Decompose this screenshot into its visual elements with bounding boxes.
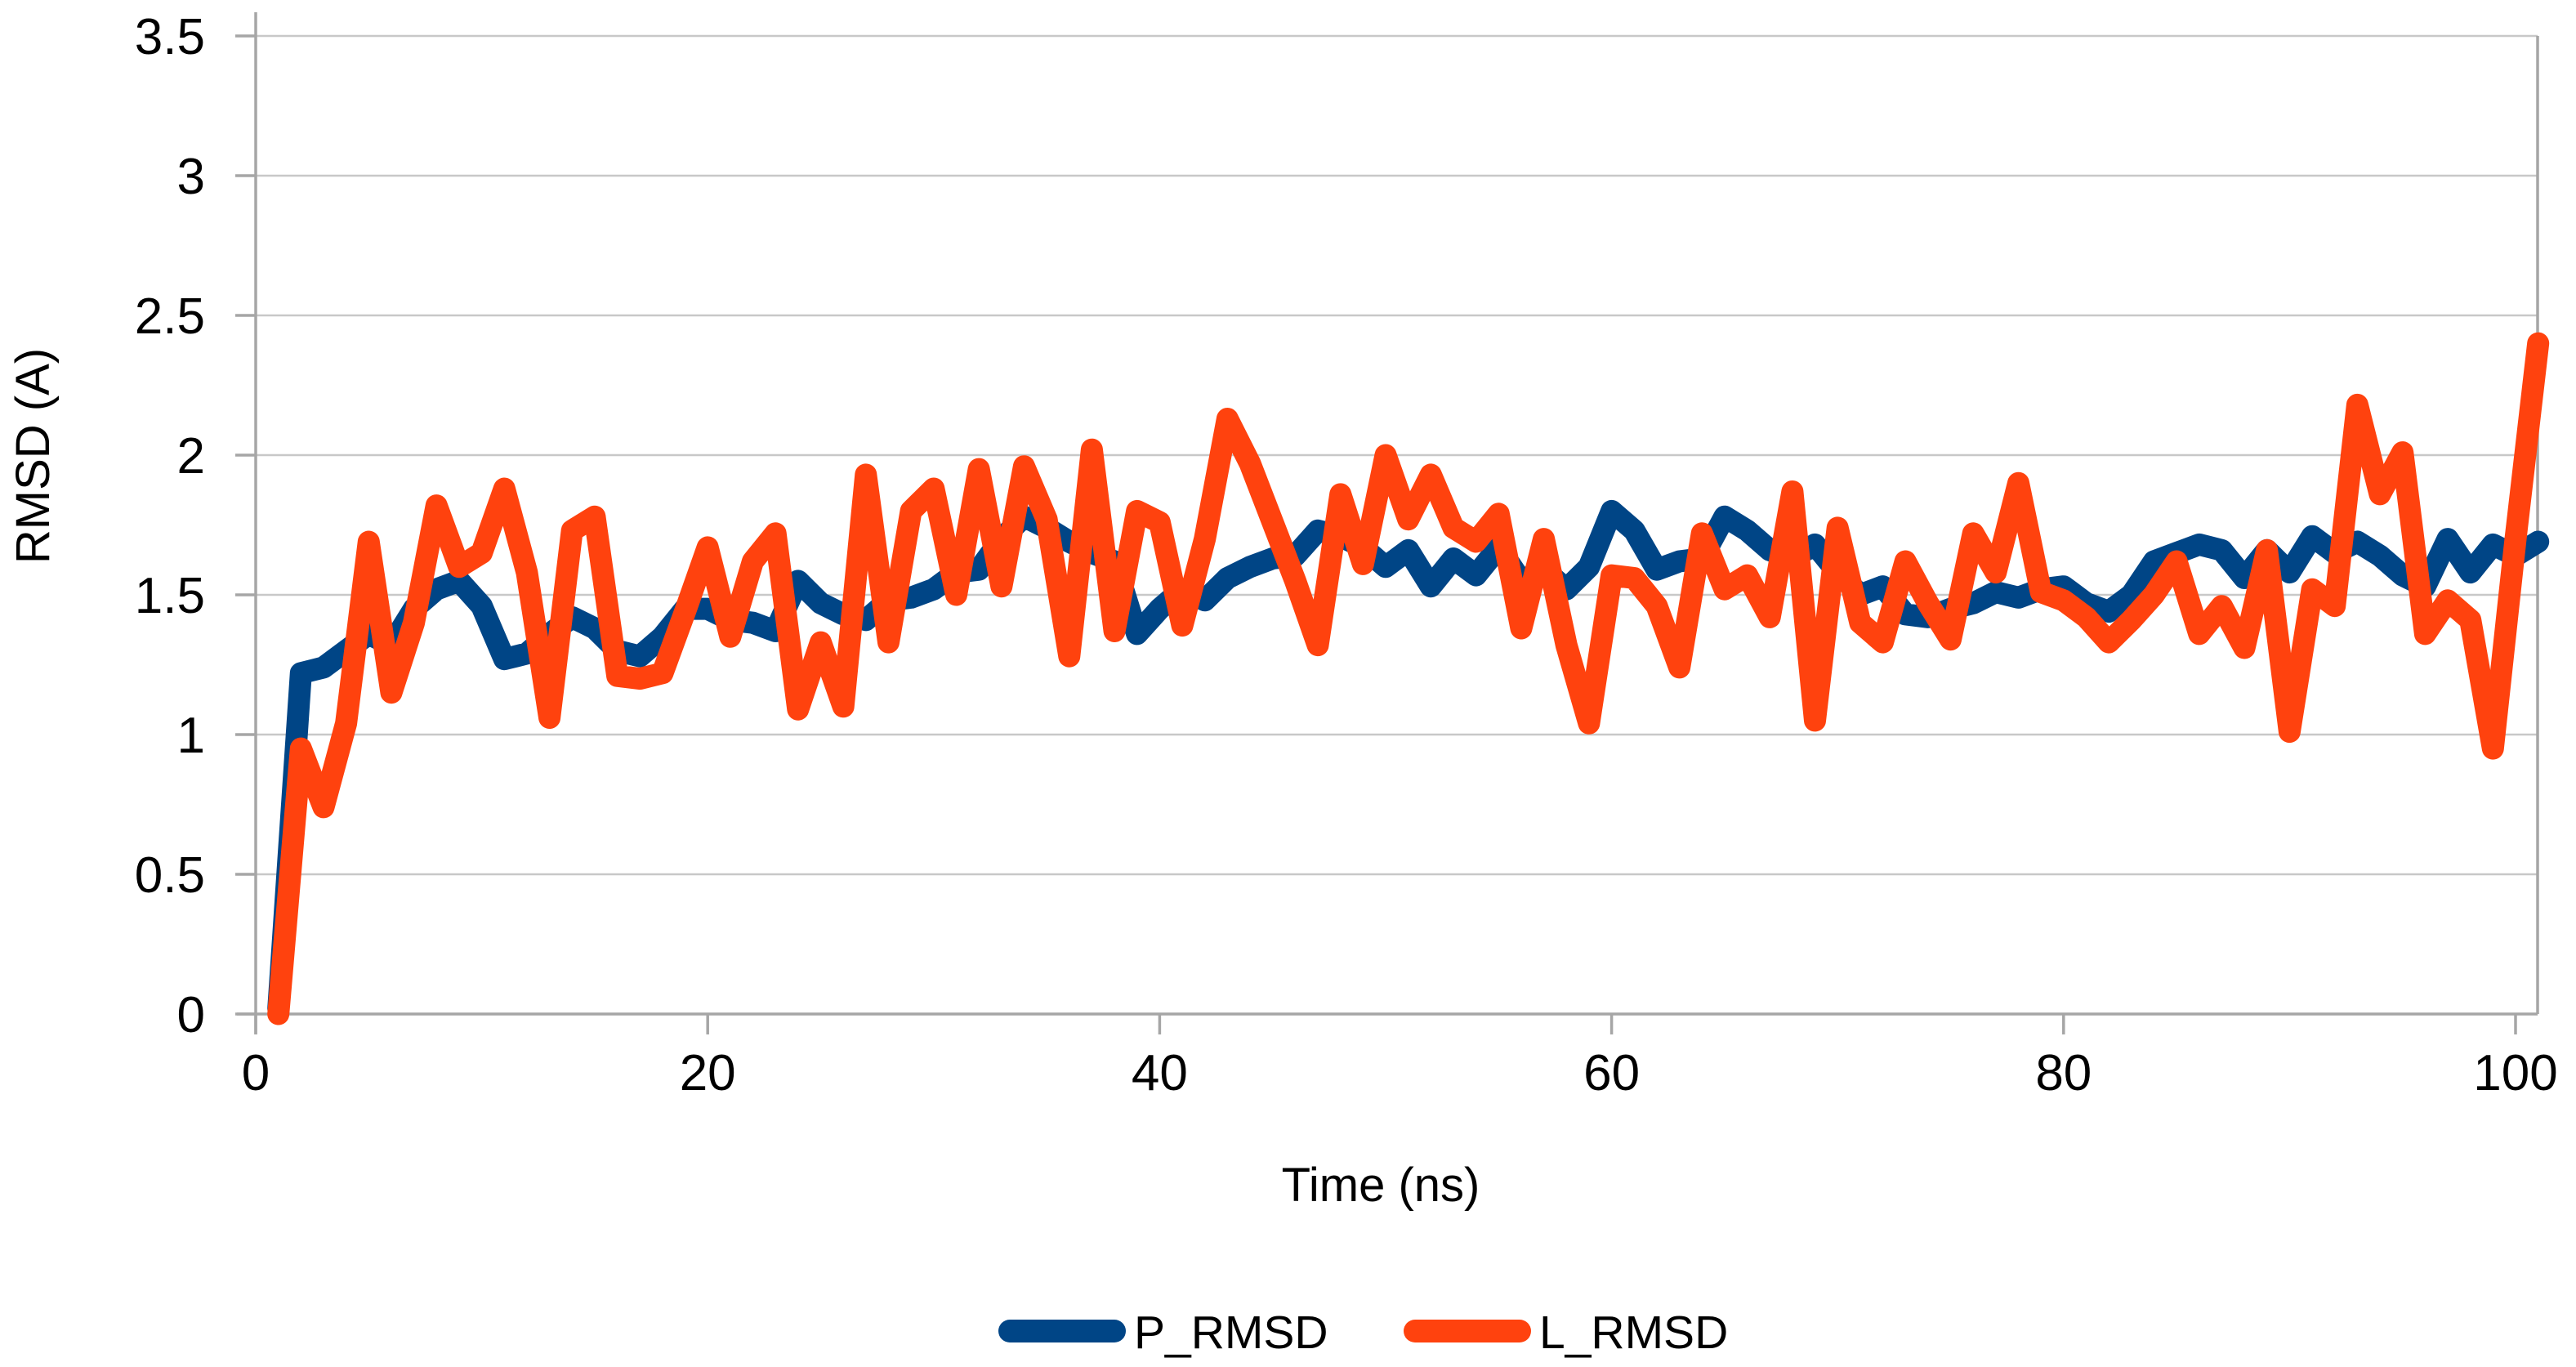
x-tick-label: 100 (2473, 1045, 2557, 1101)
y-tick-label: 0 (177, 987, 205, 1043)
x-tick-labels: 0 20 40 60 80 100 (242, 1045, 2558, 1101)
gridlines (256, 34, 2538, 876)
x-tick-label: 20 (680, 1045, 736, 1101)
x-axis-title: Time (ns) (1282, 1159, 1480, 1212)
y-tick-labels: 0 0.5 1 1.5 2 2.5 3 3.5 (135, 9, 205, 1043)
x-tick-label: 40 (1132, 1045, 1188, 1101)
y-tick-label: 1.5 (135, 568, 205, 624)
x-tick-label: 80 (2035, 1045, 2092, 1101)
y-axis-title: RMSD (A) (7, 348, 60, 564)
x-tick-label: 60 (1583, 1045, 1640, 1101)
legend-label-l-rmsd: L_RMSD (1539, 1307, 1728, 1359)
legend: P_RMSD L_RMSD (998, 1307, 1728, 1359)
y-tick-label: 3.5 (135, 9, 205, 65)
legend-label-p-rmsd: P_RMSD (1134, 1307, 1328, 1359)
y-tick-label: 1 (177, 708, 205, 764)
x-tick-label: 0 (242, 1045, 270, 1101)
data-series (267, 332, 2550, 1025)
y-tick-label: 3 (177, 149, 205, 205)
y-tick-label: 2 (177, 428, 205, 485)
axes (235, 12, 2539, 1034)
y-tick-label: 2.5 (135, 288, 205, 345)
y-tick-label: 0.5 (135, 847, 205, 904)
